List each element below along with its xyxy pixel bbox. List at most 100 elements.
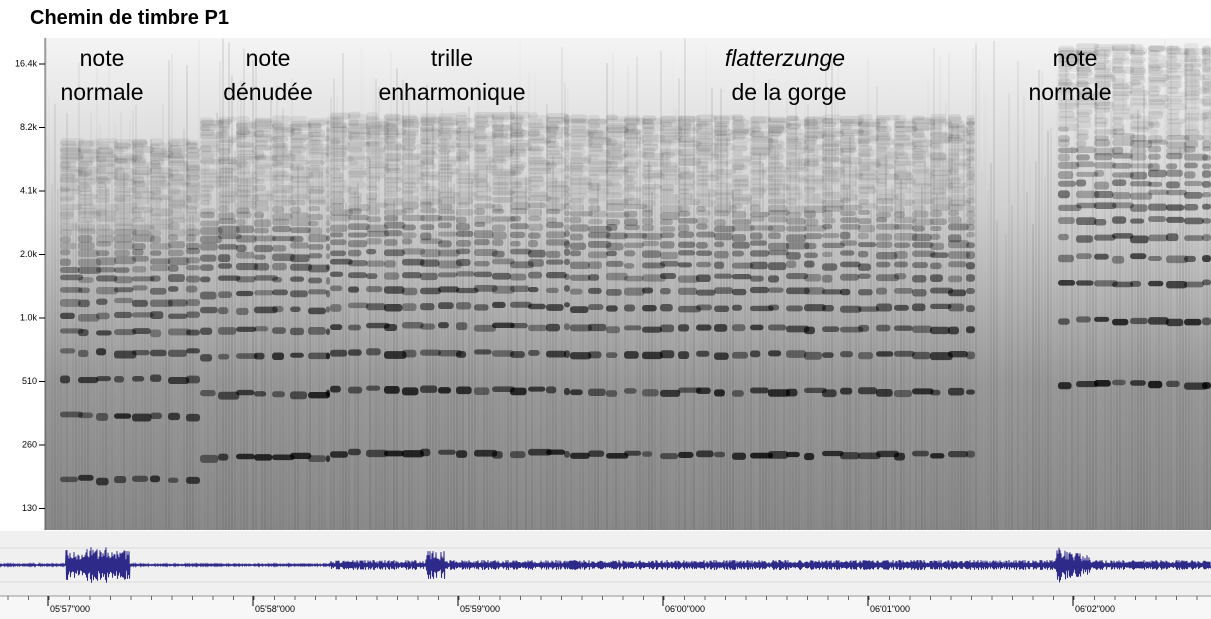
harmonic-band	[714, 173, 733, 179]
harmonic-band	[132, 230, 151, 236]
harmonic-band	[714, 183, 733, 189]
harmonic-band	[876, 125, 892, 133]
harmonic-band	[948, 173, 965, 181]
harmonic-band	[732, 274, 752, 280]
harmonic-band	[254, 184, 267, 191]
harmonic-band	[840, 118, 863, 127]
harmonic-band	[218, 154, 230, 162]
harmonic-band	[96, 168, 120, 175]
harmonic-band	[218, 156, 237, 165]
harmonic-band	[78, 349, 89, 357]
harmonic-band	[750, 174, 774, 181]
harmonic-band	[492, 153, 510, 162]
harmonic-band	[912, 262, 929, 268]
harmonic-band	[420, 185, 438, 192]
harmonic-band	[894, 390, 913, 398]
harmonic-band	[732, 179, 750, 187]
harmonic-band	[876, 223, 900, 230]
harmonic-band	[384, 153, 402, 161]
harmonic-band	[510, 148, 527, 157]
harmonic-band	[510, 170, 521, 176]
harmonic-band	[570, 188, 588, 195]
harmonic-band	[732, 174, 749, 182]
harmonic-band	[642, 199, 656, 207]
harmonic-band	[804, 149, 820, 157]
annotation: de la gorge	[731, 79, 846, 105]
harmonic-band	[384, 181, 399, 188]
harmonic-band	[714, 125, 730, 133]
harmonic-band	[510, 152, 521, 160]
harmonic-band	[732, 128, 756, 136]
harmonic-band	[678, 129, 692, 138]
harmonic-band	[200, 184, 215, 192]
annotation: enharmonique	[378, 79, 525, 105]
harmonic-band	[96, 165, 107, 173]
harmonic-band	[768, 198, 786, 205]
harmonic-band	[564, 139, 570, 147]
harmonic-band	[1076, 82, 1091, 88]
annotation: note	[1053, 45, 1098, 71]
harmonic-band	[96, 147, 115, 154]
harmonic-band	[402, 387, 419, 396]
harmonic-band	[290, 194, 310, 202]
harmonic-band	[642, 143, 659, 151]
harmonic-band	[150, 166, 162, 174]
harmonic-band	[1166, 102, 1187, 111]
harmonic-band	[1112, 104, 1133, 111]
harmonic-band	[218, 327, 237, 335]
harmonic-band	[714, 138, 731, 147]
harmonic-band	[1166, 280, 1188, 289]
harmonic-band	[732, 194, 753, 202]
harmonic-band	[858, 135, 878, 144]
harmonic-band	[966, 351, 975, 360]
harmonic-band	[588, 174, 600, 180]
harmonic-band	[642, 351, 663, 360]
harmonic-band	[642, 115, 657, 122]
harmonic-band	[1076, 111, 1090, 117]
harmonic-band	[966, 157, 975, 163]
harmonic-band	[96, 152, 116, 159]
harmonic-band	[1148, 80, 1167, 88]
harmonic-band	[966, 197, 975, 204]
harmonic-band	[570, 216, 582, 224]
harmonic-band	[840, 170, 864, 177]
harmonic-band	[1112, 255, 1125, 264]
harmonic-band	[786, 119, 810, 126]
annotation: normale	[1028, 79, 1111, 105]
harmonic-band	[528, 115, 550, 122]
harmonic-band	[660, 232, 675, 238]
harmonic-band	[1094, 117, 1109, 124]
harmonic-band	[528, 202, 547, 209]
harmonic-band	[912, 122, 936, 131]
harmonic-band	[750, 121, 769, 130]
harmonic-band	[1076, 49, 1100, 56]
harmonic-band	[150, 155, 171, 162]
harmonic-band	[528, 146, 545, 152]
harmonic-band	[570, 168, 584, 177]
harmonic-band	[150, 202, 161, 210]
harmonic-band	[492, 250, 505, 258]
harmonic-band	[804, 155, 827, 162]
harmonic-band	[1112, 54, 1129, 61]
harmonic-band	[1166, 45, 1181, 54]
harmonic-band	[366, 131, 381, 138]
harmonic-band	[966, 127, 975, 135]
harmonic-band	[1166, 80, 1183, 89]
harmonic-band	[624, 263, 635, 269]
harmonic-band	[474, 132, 488, 140]
harmonic-band	[114, 148, 125, 155]
harmonic-band	[420, 214, 443, 222]
harmonic-band	[1094, 153, 1113, 161]
harmonic-band	[912, 161, 927, 167]
harmonic-band	[186, 163, 200, 171]
harmonic-band	[564, 387, 570, 396]
harmonic-band	[696, 170, 715, 177]
harmonic-band	[822, 114, 842, 121]
harmonic-band	[1076, 90, 1095, 98]
harmonic-band	[822, 118, 842, 124]
harmonic-band	[624, 250, 636, 257]
harmonic-band	[750, 161, 764, 168]
harmonic-band	[1166, 65, 1186, 73]
harmonic-band	[858, 263, 871, 271]
harmonic-band	[750, 232, 763, 240]
